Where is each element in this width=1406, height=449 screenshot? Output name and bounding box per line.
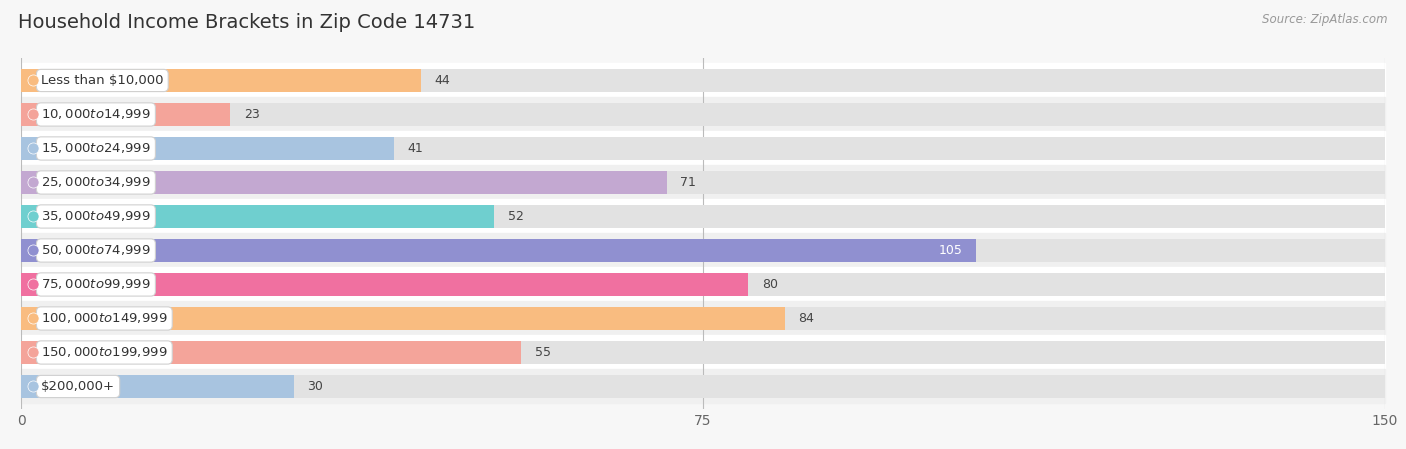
Bar (21, 239, 1385, 262)
Text: $25,000 to $34,999: $25,000 to $34,999 (41, 176, 150, 189)
Text: $100,000 to $149,999: $100,000 to $149,999 (41, 312, 167, 326)
Bar (21, 69, 1385, 92)
Text: Less than $10,000: Less than $10,000 (41, 74, 163, 87)
Bar (21, 103, 231, 126)
Bar (21, 166, 1385, 199)
Text: $200,000+: $200,000+ (41, 380, 115, 393)
Bar (21, 137, 394, 160)
Bar (21, 268, 1385, 301)
Text: $50,000 to $74,999: $50,000 to $74,999 (41, 243, 150, 257)
Text: 80: 80 (762, 278, 778, 291)
Text: 23: 23 (243, 108, 260, 121)
Text: $10,000 to $14,999: $10,000 to $14,999 (41, 107, 150, 122)
Bar (21, 273, 748, 296)
Text: 71: 71 (681, 176, 696, 189)
Text: 84: 84 (799, 312, 814, 325)
Text: 52: 52 (508, 210, 523, 223)
Text: $35,000 to $49,999: $35,000 to $49,999 (41, 210, 150, 224)
Text: 30: 30 (308, 380, 323, 393)
Bar (21, 171, 1385, 194)
Bar (21, 341, 1385, 364)
Bar (21, 69, 422, 92)
Bar (21, 103, 1385, 126)
Bar (21, 171, 666, 194)
Bar (21, 301, 1385, 335)
Bar (21, 335, 1385, 370)
Text: Household Income Brackets in Zip Code 14731: Household Income Brackets in Zip Code 14… (18, 13, 475, 32)
Text: $75,000 to $99,999: $75,000 to $99,999 (41, 277, 150, 291)
Bar (21, 370, 1385, 404)
Bar (21, 307, 1385, 330)
Bar (21, 205, 494, 228)
Text: 55: 55 (534, 346, 551, 359)
Bar (21, 132, 1385, 166)
Bar (21, 205, 1385, 228)
Bar (21, 97, 1385, 132)
Bar (21, 63, 1385, 97)
Text: $15,000 to $24,999: $15,000 to $24,999 (41, 141, 150, 155)
Text: 105: 105 (938, 244, 962, 257)
Bar (21, 239, 976, 262)
Text: 41: 41 (408, 142, 423, 155)
Text: $150,000 to $199,999: $150,000 to $199,999 (41, 345, 167, 360)
Bar (21, 137, 1385, 160)
Bar (21, 199, 1385, 233)
Bar (21, 273, 1385, 296)
Bar (21, 233, 1385, 268)
Text: 44: 44 (434, 74, 450, 87)
Bar (21, 307, 785, 330)
Bar (21, 375, 294, 398)
Text: Source: ZipAtlas.com: Source: ZipAtlas.com (1263, 13, 1388, 26)
Bar (21, 375, 1385, 398)
Bar (21, 341, 522, 364)
